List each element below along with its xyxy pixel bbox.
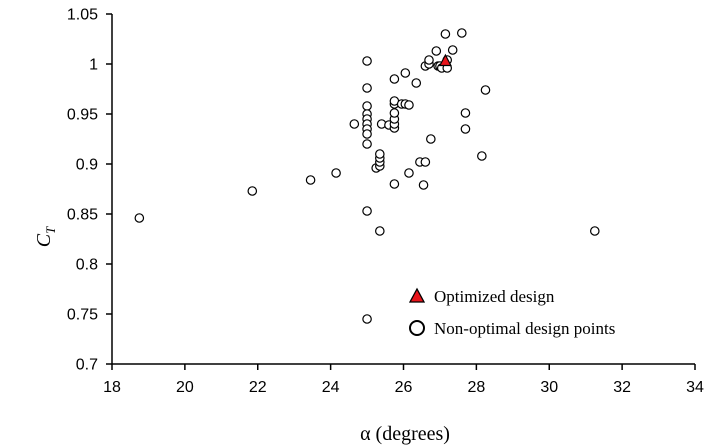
non-optimal-point: [331, 168, 341, 178]
x-tick-label: 22: [249, 379, 267, 396]
y-tick-label: 0.7: [76, 357, 98, 374]
non-optimal-point: [362, 101, 372, 111]
non-optimal-point: [362, 139, 372, 149]
non-optimal-point: [375, 149, 385, 159]
y-axis-title-sub: T: [43, 226, 58, 234]
y-tick-label: 0.85: [67, 207, 98, 224]
x-tick-label: 32: [613, 379, 631, 396]
non-optimal-point: [589, 226, 600, 236]
non-optimal-point: [134, 213, 145, 223]
legend-marker-non-optimal: [409, 320, 425, 336]
non-optimal-point: [389, 74, 400, 84]
non-optimal-point: [389, 179, 400, 189]
non-optimal-point: [247, 186, 258, 196]
y-tick-label: 1.05: [67, 7, 98, 24]
x-tick-label: 26: [395, 379, 413, 396]
non-optimal-point: [480, 85, 491, 95]
non-optimal-point: [460, 124, 471, 134]
non-optimal-point: [460, 108, 471, 118]
non-optimal-point: [349, 119, 360, 129]
non-optimal-point: [424, 55, 434, 65]
non-optimal-point: [362, 56, 372, 66]
non-optimal-point: [362, 83, 372, 93]
y-tick-label: 0.95: [67, 107, 98, 124]
x-tick-label: 30: [540, 379, 558, 396]
legend-marker-optimized: [408, 287, 426, 303]
non-optimal-point: [362, 314, 372, 324]
non-optimal-point: [426, 134, 436, 144]
data-points: [134, 28, 600, 324]
non-optimal-point: [375, 226, 385, 236]
y-tick-label: 0.9: [76, 157, 98, 174]
x-tick-label: 18: [103, 379, 121, 396]
non-optimal-point: [362, 206, 372, 216]
legend-label-non-optimal: Non-optimal design points: [434, 319, 615, 338]
y-tick-label: 1: [89, 57, 98, 74]
non-optimal-point: [404, 168, 414, 178]
non-optimal-point: [418, 180, 429, 190]
x-tick-label: 28: [467, 379, 485, 396]
non-optimal-point: [362, 129, 372, 139]
non-optimal-point: [440, 29, 451, 39]
non-optimal-point: [431, 46, 442, 56]
legend: Optimized design Non-optimal design poin…: [408, 287, 615, 338]
non-optimal-point: [305, 175, 316, 185]
non-optimal-point: [456, 28, 467, 38]
non-optimal-point: [477, 151, 487, 161]
non-optimal-point: [420, 157, 431, 167]
legend-label-optimized: Optimized design: [434, 287, 555, 306]
y-tick-label: 0.8: [76, 257, 98, 274]
x-axis-ticks: 18 20 22 24 26 28 30 32 34: [103, 364, 704, 396]
optimized-point: [438, 53, 452, 67]
non-optimal-point: [404, 100, 414, 110]
y-tick-label: 0.75: [67, 307, 98, 324]
non-optimal-point: [447, 45, 458, 55]
non-optimal-point: [389, 108, 400, 118]
x-tick-label: 20: [176, 379, 194, 396]
y-axis-title-main: C: [33, 233, 55, 247]
x-axis-title: α (degrees): [360, 423, 450, 445]
non-optimal-point: [400, 68, 411, 78]
non-optimal-point: [411, 78, 422, 88]
y-axis-title: CT: [33, 226, 58, 247]
plot-area: [111, 14, 695, 365]
y-axis-ticks: 0.7 0.75 0.8 0.85 0.9 0.95 1 1.05: [67, 7, 112, 374]
x-tick-label: 34: [686, 379, 704, 396]
x-tick-label: 24: [322, 379, 340, 396]
